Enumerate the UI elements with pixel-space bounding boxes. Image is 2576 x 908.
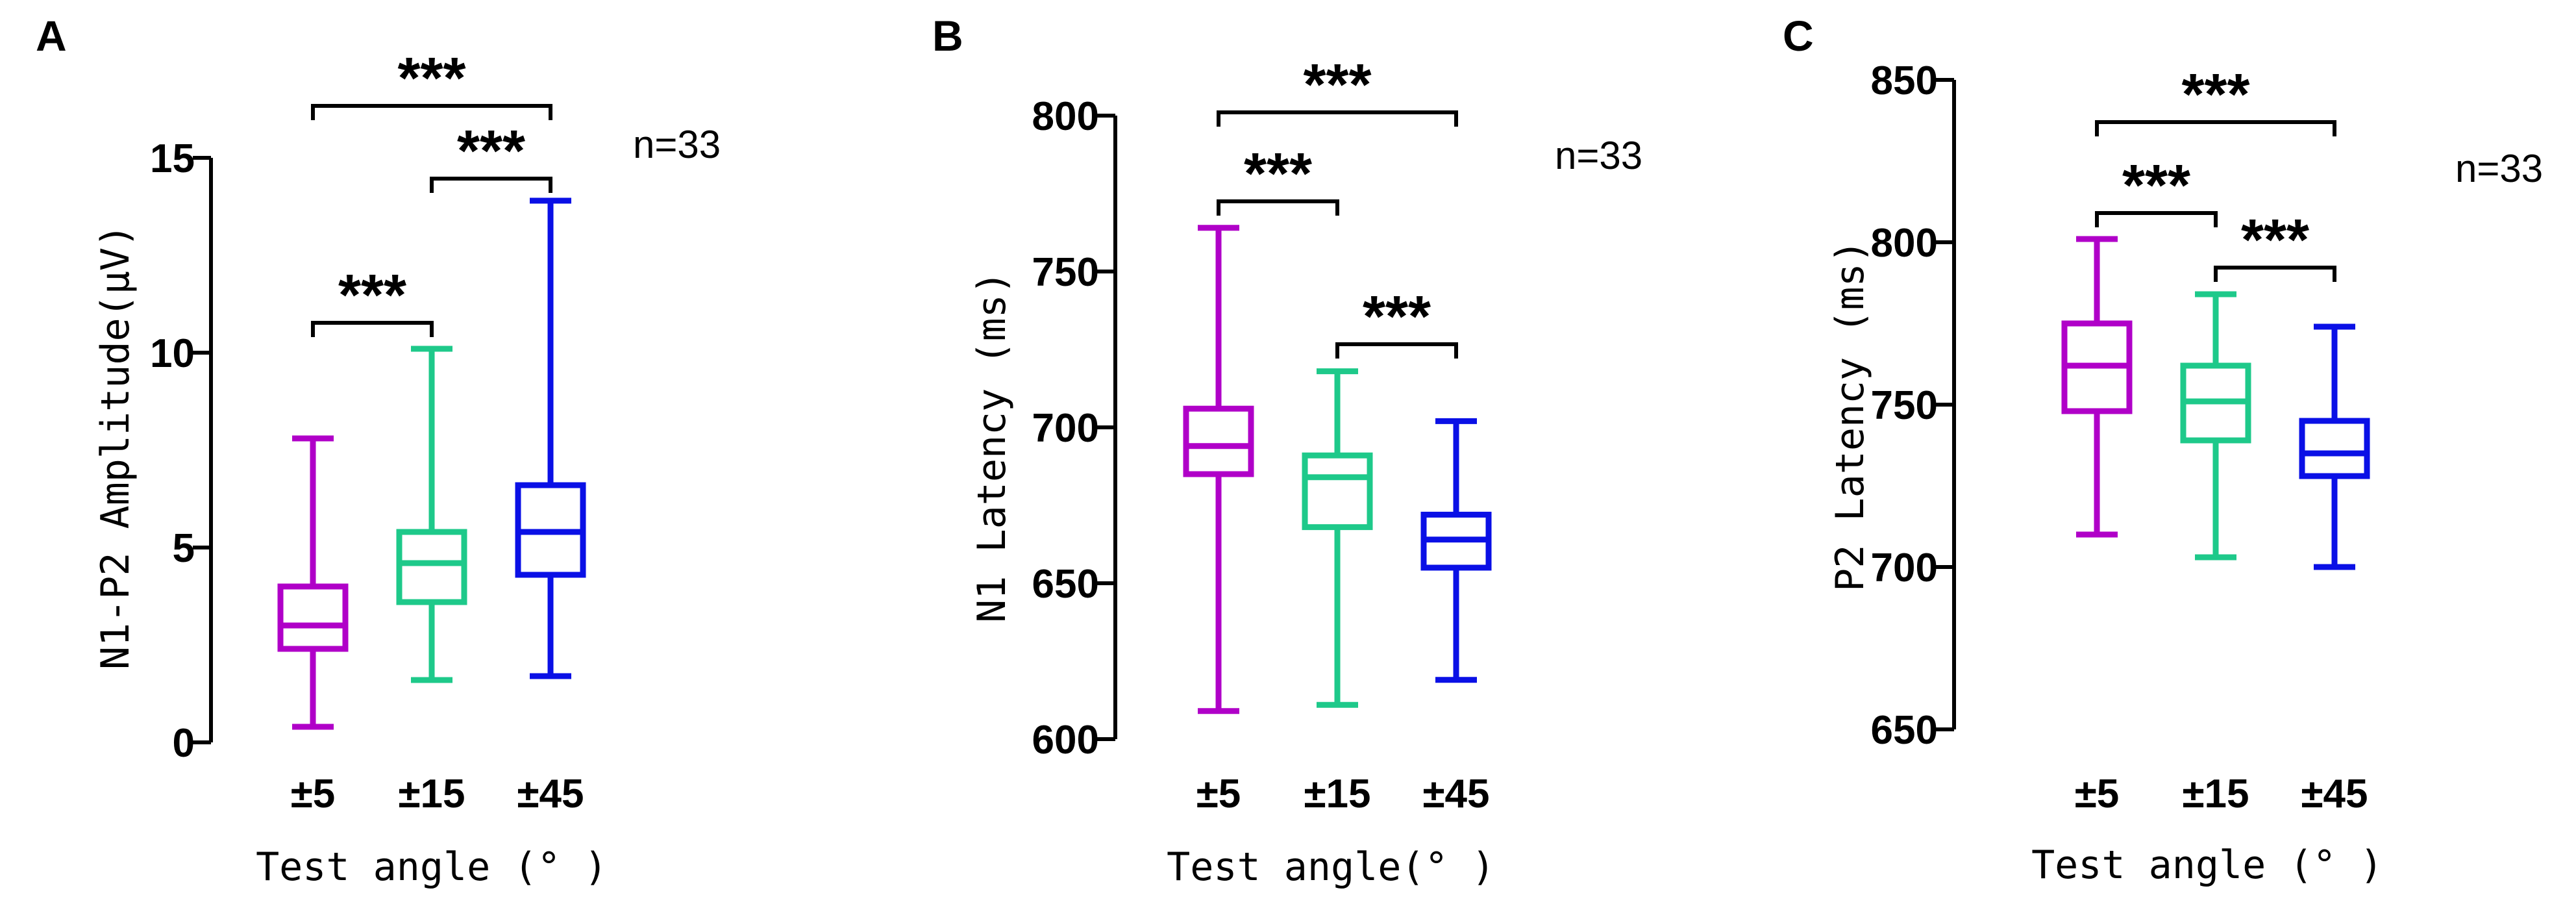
- significance-stars: ***: [2241, 208, 2309, 273]
- panel-c: C P2 Latency (ms) Test angle (° ) n=33 6…: [1783, 12, 2543, 888]
- box-plot-3: [1420, 418, 1492, 683]
- x-category-label: ±45: [517, 772, 584, 816]
- iqr-box: [277, 583, 349, 652]
- significance-stars: ***: [2122, 153, 2190, 218]
- significance-bracket: ***: [1217, 53, 1458, 127]
- y-axis-title: N1 Latency (ms): [969, 271, 1015, 623]
- significance-stars: ***: [338, 263, 406, 328]
- y-tick-label: 650: [1871, 708, 1938, 753]
- y-tick-label: 800: [1032, 94, 1099, 139]
- bracket-line: [2214, 266, 2336, 282]
- y-tick-label: 650: [1032, 562, 1099, 607]
- significance-stars: ***: [397, 46, 465, 111]
- bracket-line: [430, 177, 552, 193]
- panel-a: A N1-P2 Amplitude(μV) Test angle (° ) n=…: [36, 12, 721, 890]
- iqr-box: [1183, 405, 1254, 477]
- significance-stars: ***: [457, 119, 525, 184]
- significance-stars: ***: [2181, 62, 2249, 127]
- y-tick-label: 800: [1871, 221, 1938, 266]
- sample-size-annotation: n=33: [633, 123, 721, 166]
- box-plot-1: [277, 435, 349, 730]
- box-plot-3: [515, 197, 586, 679]
- significance-bracket: ***: [2214, 208, 2336, 282]
- significance-bracket: ***: [1217, 142, 1339, 216]
- x-axis-title: Test angle (° ): [2031, 842, 2383, 888]
- y-axis-title: N1-P2 Amplitude(μV): [93, 224, 138, 670]
- bracket-line: [1217, 110, 1458, 127]
- x-category-label: ±5: [1196, 772, 1241, 816]
- box-plot-2: [1302, 368, 1373, 708]
- significance-bracket: ***: [311, 46, 552, 120]
- x-category-label: ±5: [2075, 772, 2120, 816]
- iqr-box: [396, 529, 467, 605]
- x-category-label: ±45: [1423, 772, 1490, 816]
- significance-stars: ***: [1244, 142, 1312, 207]
- bracket-line: [1335, 342, 1458, 359]
- y-tick-label: 10: [150, 331, 195, 376]
- y-tick-label: 700: [1032, 406, 1099, 451]
- x-category-label: ±45: [2301, 772, 2368, 816]
- x-category-label: ±15: [399, 772, 465, 816]
- x-category-label: ±5: [291, 772, 336, 816]
- bracket-line: [2095, 211, 2218, 227]
- bracket-line: [2095, 120, 2336, 136]
- sample-size-annotation: n=33: [1555, 134, 1642, 177]
- box-plot-1: [2061, 236, 2133, 538]
- y-tick-label: 700: [1871, 546, 1938, 590]
- significance-bracket: ***: [430, 119, 552, 193]
- significance-stars: ***: [1303, 53, 1371, 118]
- bracket-line: [311, 104, 552, 120]
- bracket-line: [1217, 199, 1339, 216]
- panel-letter: B: [932, 12, 963, 60]
- y-tick-label: 850: [1871, 58, 1938, 103]
- panel-letter: C: [1783, 12, 1814, 60]
- box-plot-3: [2299, 323, 2370, 570]
- significance-bracket: ***: [311, 263, 434, 337]
- y-axis-title: P2 Latency (ms): [1827, 240, 1873, 592]
- y-tick-label: 750: [1871, 383, 1938, 428]
- y-tick-label: 600: [1032, 718, 1099, 763]
- x-category-label: ±15: [1304, 772, 1371, 816]
- x-axis-title: Test angle (° ): [256, 844, 608, 890]
- significance-bracket: ***: [2095, 62, 2336, 136]
- panel-b: B N1 Latency (ms) Test angle(° ) n=33 60…: [932, 12, 1642, 890]
- y-tick-label: 15: [150, 136, 195, 181]
- y-tick-label: 0: [173, 721, 195, 766]
- panel-letter: A: [36, 12, 67, 60]
- significance-bracket: ***: [2095, 153, 2218, 227]
- x-category-label: ±15: [2183, 772, 2249, 816]
- box-plot-2: [2180, 291, 2251, 561]
- box-plot-2: [396, 346, 467, 683]
- x-axis-title: Test angle(° ): [1167, 844, 1495, 890]
- sample-size-annotation: n=33: [2455, 147, 2543, 190]
- y-tick-label: 5: [173, 526, 195, 571]
- significance-bracket: ***: [1335, 284, 1458, 359]
- y-tick-label: 750: [1032, 250, 1099, 295]
- significance-stars: ***: [1363, 284, 1431, 349]
- iqr-box: [1302, 452, 1373, 531]
- box-plot-1: [1183, 225, 1254, 714]
- iqr-box: [2299, 418, 2370, 479]
- bracket-line: [311, 321, 434, 337]
